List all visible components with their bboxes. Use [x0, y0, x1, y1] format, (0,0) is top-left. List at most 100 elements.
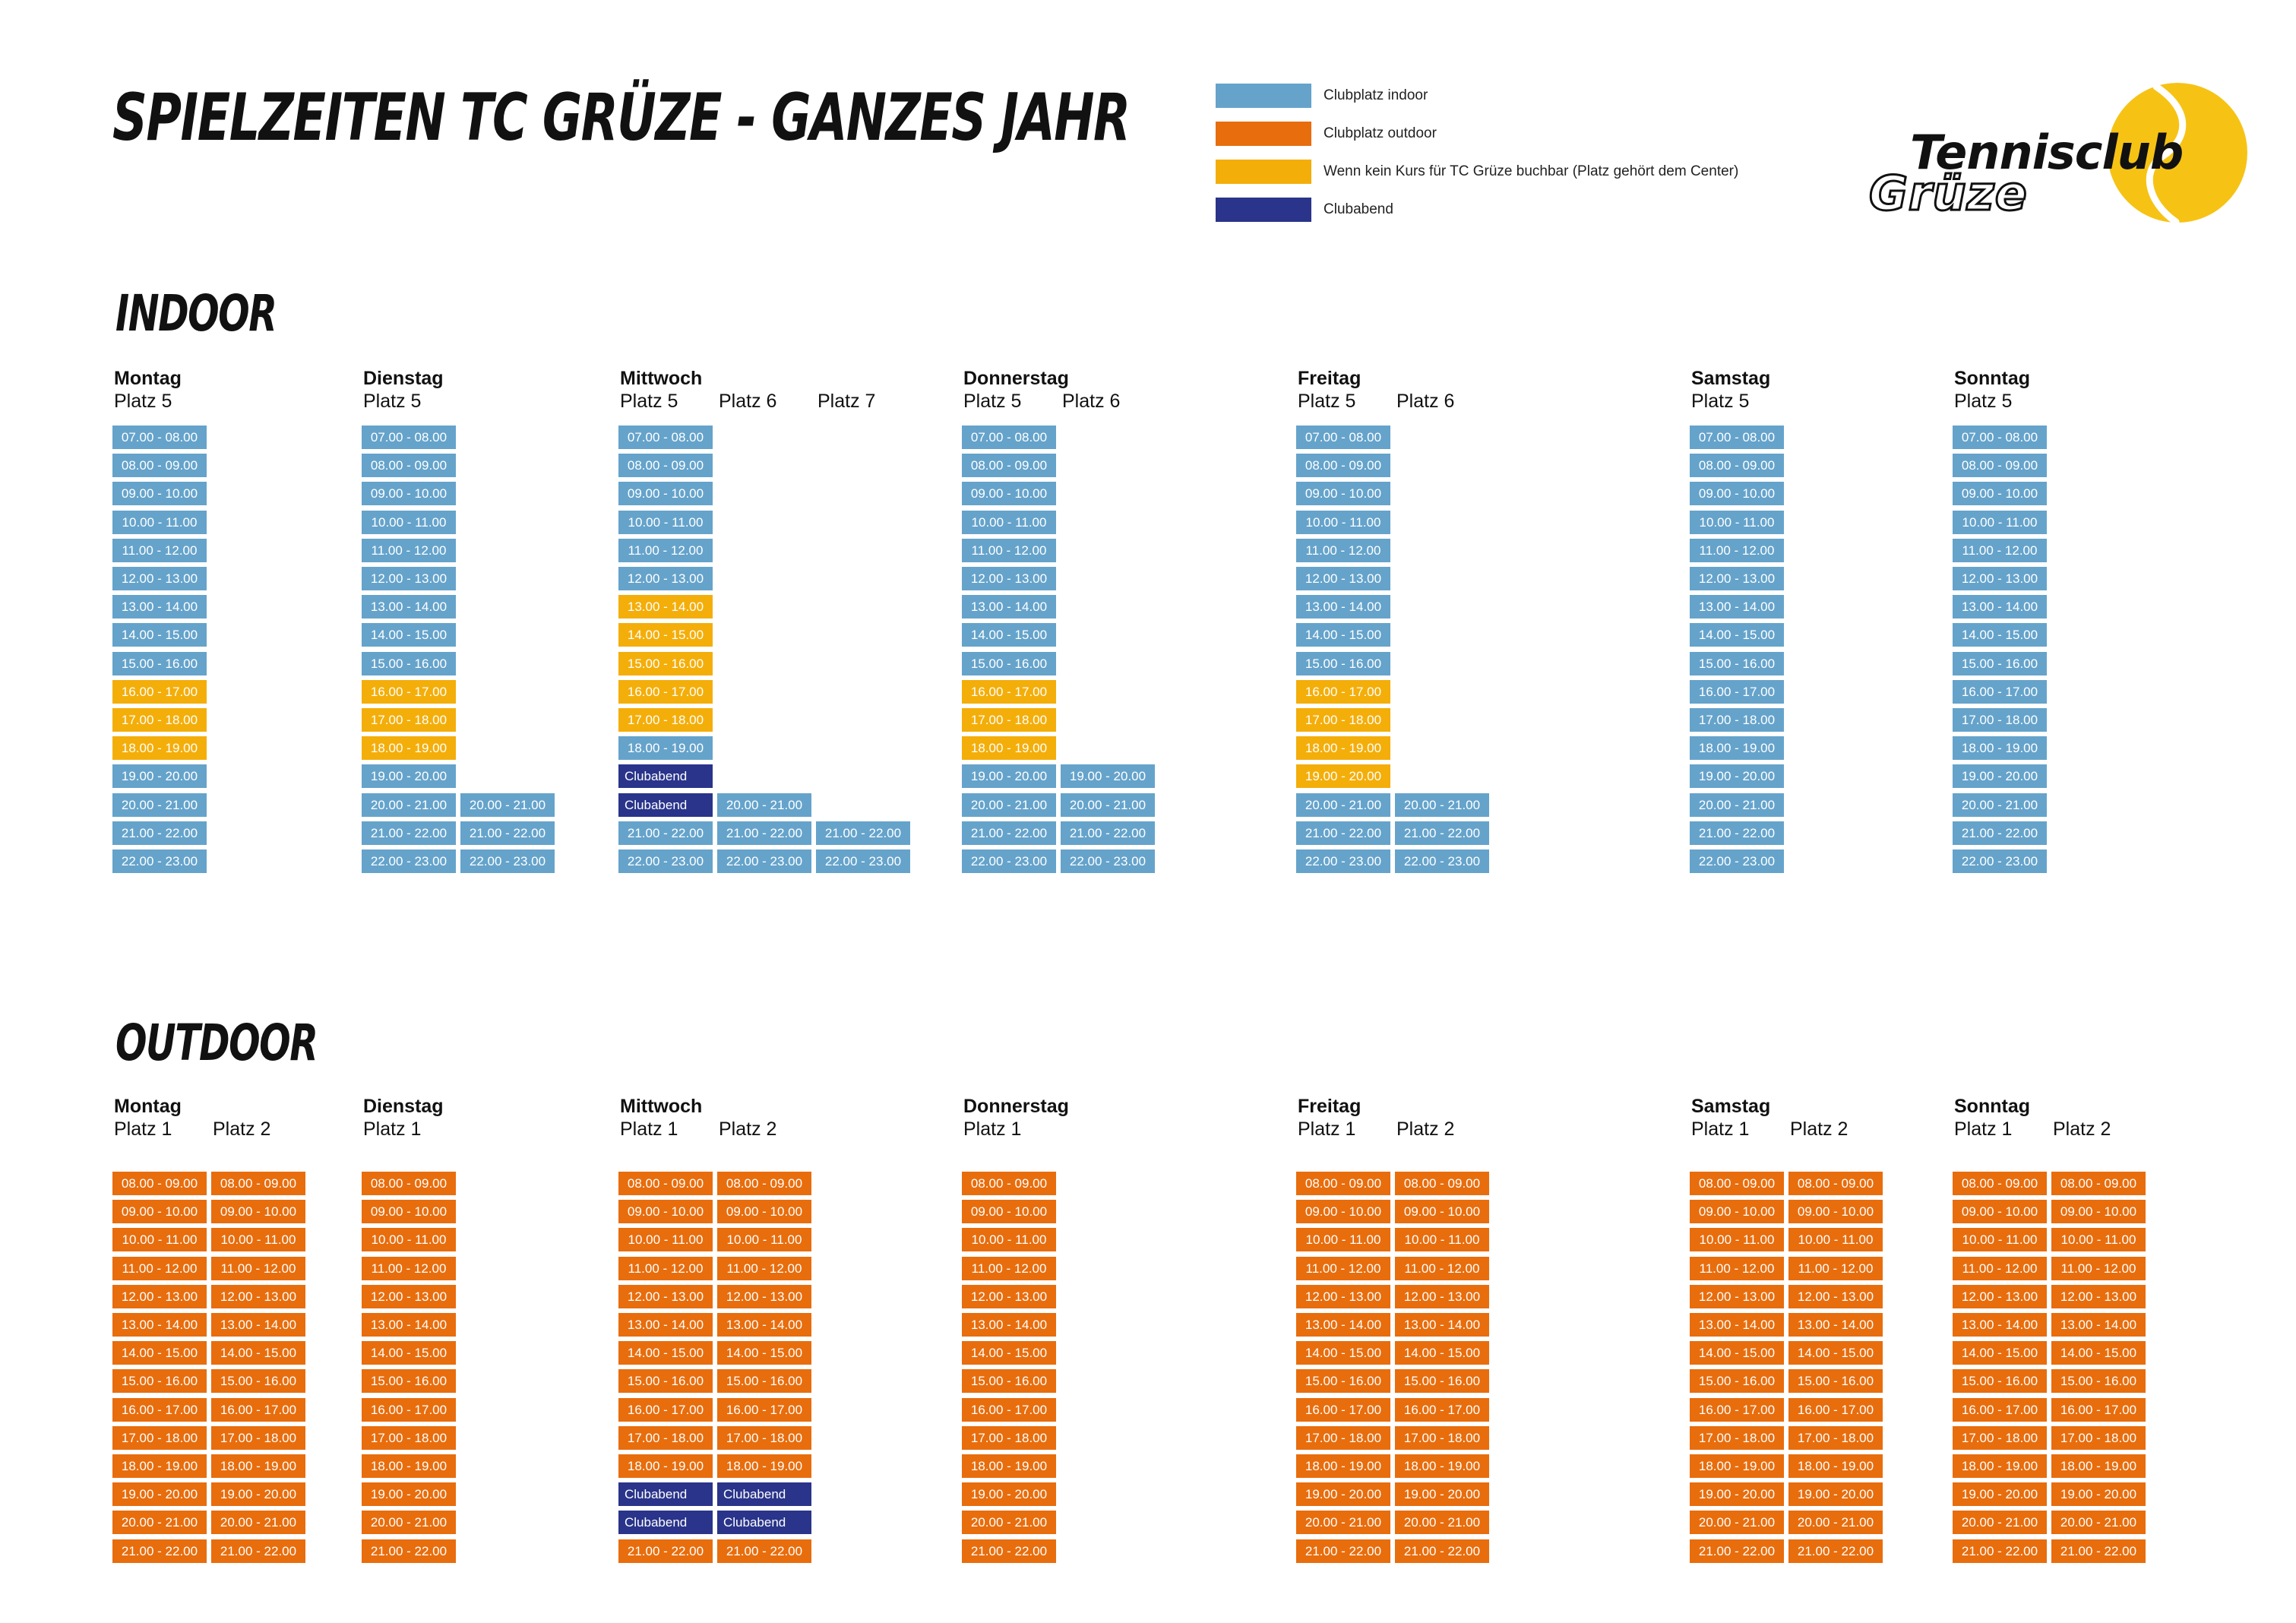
time-slot: 13.00 - 14.00	[618, 1313, 713, 1337]
time-slot: 18.00 - 19.00	[962, 1454, 1056, 1478]
time-slot: 16.00 - 17.00	[618, 1397, 713, 1422]
time-slot: 16.00 - 17.00	[2051, 1397, 2146, 1422]
time-slot: 21.00 - 22.00	[1690, 1539, 1784, 1563]
time-slot: 21.00 - 22.00	[618, 1539, 713, 1563]
time-slot: 08.00 - 09.00	[362, 1172, 456, 1195]
time-slot: 20.00 - 21.00	[1395, 1511, 1489, 1535]
time-slot: 14.00 - 15.00	[211, 1341, 305, 1365]
time-slot: 09.00 - 10.00	[112, 1200, 207, 1224]
time-slot: 19.00 - 20.00	[2051, 1482, 2146, 1507]
legend-swatch-indoor	[1216, 84, 1311, 108]
time-slot: 09.00 - 10.00	[1953, 482, 2047, 506]
time-slot: 21.00 - 22.00	[717, 821, 811, 845]
court-label: Platz 2	[719, 1118, 777, 1140]
time-slot: 20.00 - 21.00	[211, 1511, 305, 1535]
time-slot: 14.00 - 15.00	[2051, 1341, 2146, 1365]
time-slot: 17.00 - 18.00	[1788, 1425, 1883, 1450]
time-slot: 13.00 - 14.00	[1690, 595, 1784, 619]
time-slot: 14.00 - 15.00	[717, 1341, 811, 1365]
time-slot: 13.00 - 14.00	[1395, 1313, 1489, 1337]
time-slot: 13.00 - 14.00	[211, 1313, 305, 1337]
legend-item-indoor: Clubplatz indoor	[1216, 84, 1428, 108]
court-label: Platz 2	[1396, 1118, 1455, 1140]
time-slot: 18.00 - 19.00	[1296, 736, 1390, 761]
time-slot: 07.00 - 08.00	[112, 426, 207, 449]
time-slot: 13.00 - 14.00	[1788, 1313, 1883, 1337]
time-slot: 17.00 - 18.00	[362, 708, 456, 732]
time-slot: 22.00 - 23.00	[1395, 849, 1489, 873]
court-label: Platz 5	[1691, 391, 1750, 412]
time-slot: 15.00 - 16.00	[962, 1369, 1056, 1394]
time-slot: 12.00 - 13.00	[962, 567, 1056, 590]
time-slot: 11.00 - 12.00	[618, 1256, 713, 1280]
time-slot: 08.00 - 09.00	[112, 1172, 207, 1195]
time-slot: 10.00 - 11.00	[1296, 1228, 1390, 1252]
time-slot: 18.00 - 19.00	[1953, 1454, 2047, 1478]
time-slot: 12.00 - 13.00	[2051, 1284, 2146, 1308]
time-slot: 21.00 - 22.00	[362, 1539, 456, 1563]
time-slot: 10.00 - 11.00	[618, 1228, 713, 1252]
time-slot: 18.00 - 19.00	[362, 1454, 456, 1478]
time-slot: 14.00 - 15.00	[112, 1341, 207, 1365]
section-title-outdoor: OUTDOOR	[115, 1014, 318, 1072]
time-slot: 09.00 - 10.00	[112, 482, 207, 506]
time-slot: 10.00 - 11.00	[211, 1228, 305, 1252]
time-slot: 12.00 - 13.00	[1395, 1284, 1489, 1308]
time-slot: 10.00 - 11.00	[1690, 510, 1784, 534]
time-slot: 14.00 - 15.00	[112, 623, 207, 647]
time-slot: 17.00 - 18.00	[1395, 1425, 1489, 1450]
time-slot: 15.00 - 16.00	[2051, 1369, 2146, 1394]
logo-text-tennisclub: Tennisclub	[1910, 125, 2184, 180]
time-slot: 12.00 - 13.00	[1788, 1284, 1883, 1308]
time-slot: 22.00 - 23.00	[1690, 849, 1784, 873]
time-slot: 08.00 - 09.00	[962, 1172, 1056, 1195]
time-slot: 18.00 - 19.00	[112, 1454, 207, 1478]
time-slot: 10.00 - 11.00	[1296, 510, 1390, 534]
time-slot: 08.00 - 09.00	[618, 1172, 713, 1195]
time-slot: 10.00 - 11.00	[962, 1228, 1056, 1252]
time-slot: 20.00 - 21.00	[1690, 793, 1784, 817]
time-slot: 09.00 - 10.00	[618, 1200, 713, 1224]
time-slot: 19.00 - 20.00	[1690, 1482, 1784, 1507]
time-slot: 17.00 - 18.00	[362, 1425, 456, 1450]
time-slot: 15.00 - 16.00	[211, 1369, 305, 1394]
court-label: Platz 5	[114, 391, 172, 412]
time-slot: 11.00 - 12.00	[362, 1256, 456, 1280]
time-slot: 17.00 - 18.00	[962, 708, 1056, 732]
time-slot: 18.00 - 19.00	[112, 736, 207, 761]
court-label: Platz 5	[963, 391, 1022, 412]
court-label: Platz 1	[963, 1118, 1022, 1140]
time-slot: 08.00 - 09.00	[1395, 1172, 1489, 1195]
time-slot: 21.00 - 22.00	[962, 1539, 1056, 1563]
time-slot: 21.00 - 22.00	[1395, 1539, 1489, 1563]
time-slot: 19.00 - 20.00	[112, 764, 207, 789]
court-label: Platz 5	[620, 391, 678, 412]
time-slot: 21.00 - 22.00	[1296, 821, 1390, 845]
clubabend-slot: Clubabend	[618, 1482, 713, 1507]
time-slot: 08.00 - 09.00	[1788, 1172, 1883, 1195]
time-slot: 12.00 - 13.00	[618, 567, 713, 590]
time-slot: 15.00 - 16.00	[1953, 1369, 2047, 1394]
time-slot: 15.00 - 16.00	[1690, 1369, 1784, 1394]
day-name: Donnerstag	[963, 368, 1069, 389]
time-slot: 14.00 - 15.00	[1296, 1341, 1390, 1365]
time-slot: 08.00 - 09.00	[1296, 1172, 1390, 1195]
time-slot: 17.00 - 18.00	[618, 708, 713, 732]
day-name: Samstag	[1691, 1096, 1771, 1117]
time-slot: 22.00 - 23.00	[1296, 849, 1390, 873]
time-slot: 14.00 - 15.00	[962, 1341, 1056, 1365]
legend-swatch-clubabend	[1216, 198, 1311, 222]
time-slot: 13.00 - 14.00	[2051, 1313, 2146, 1337]
time-slot: 14.00 - 15.00	[1953, 623, 2047, 647]
time-slot: 21.00 - 22.00	[1953, 1539, 2047, 1563]
time-slot: 11.00 - 12.00	[962, 1256, 1056, 1280]
day-name: Sonntag	[1954, 1096, 2030, 1117]
legend-item-clubabend: Clubabend	[1216, 198, 1393, 222]
time-slot: 19.00 - 20.00	[1953, 1482, 2047, 1507]
time-slot: 20.00 - 21.00	[1296, 793, 1390, 817]
time-slot: 11.00 - 12.00	[1788, 1256, 1883, 1280]
time-slot: 16.00 - 17.00	[1296, 1397, 1390, 1422]
time-slot: 10.00 - 11.00	[1953, 510, 2047, 534]
time-slot: 14.00 - 15.00	[962, 623, 1056, 647]
time-slot: 08.00 - 09.00	[362, 454, 456, 478]
